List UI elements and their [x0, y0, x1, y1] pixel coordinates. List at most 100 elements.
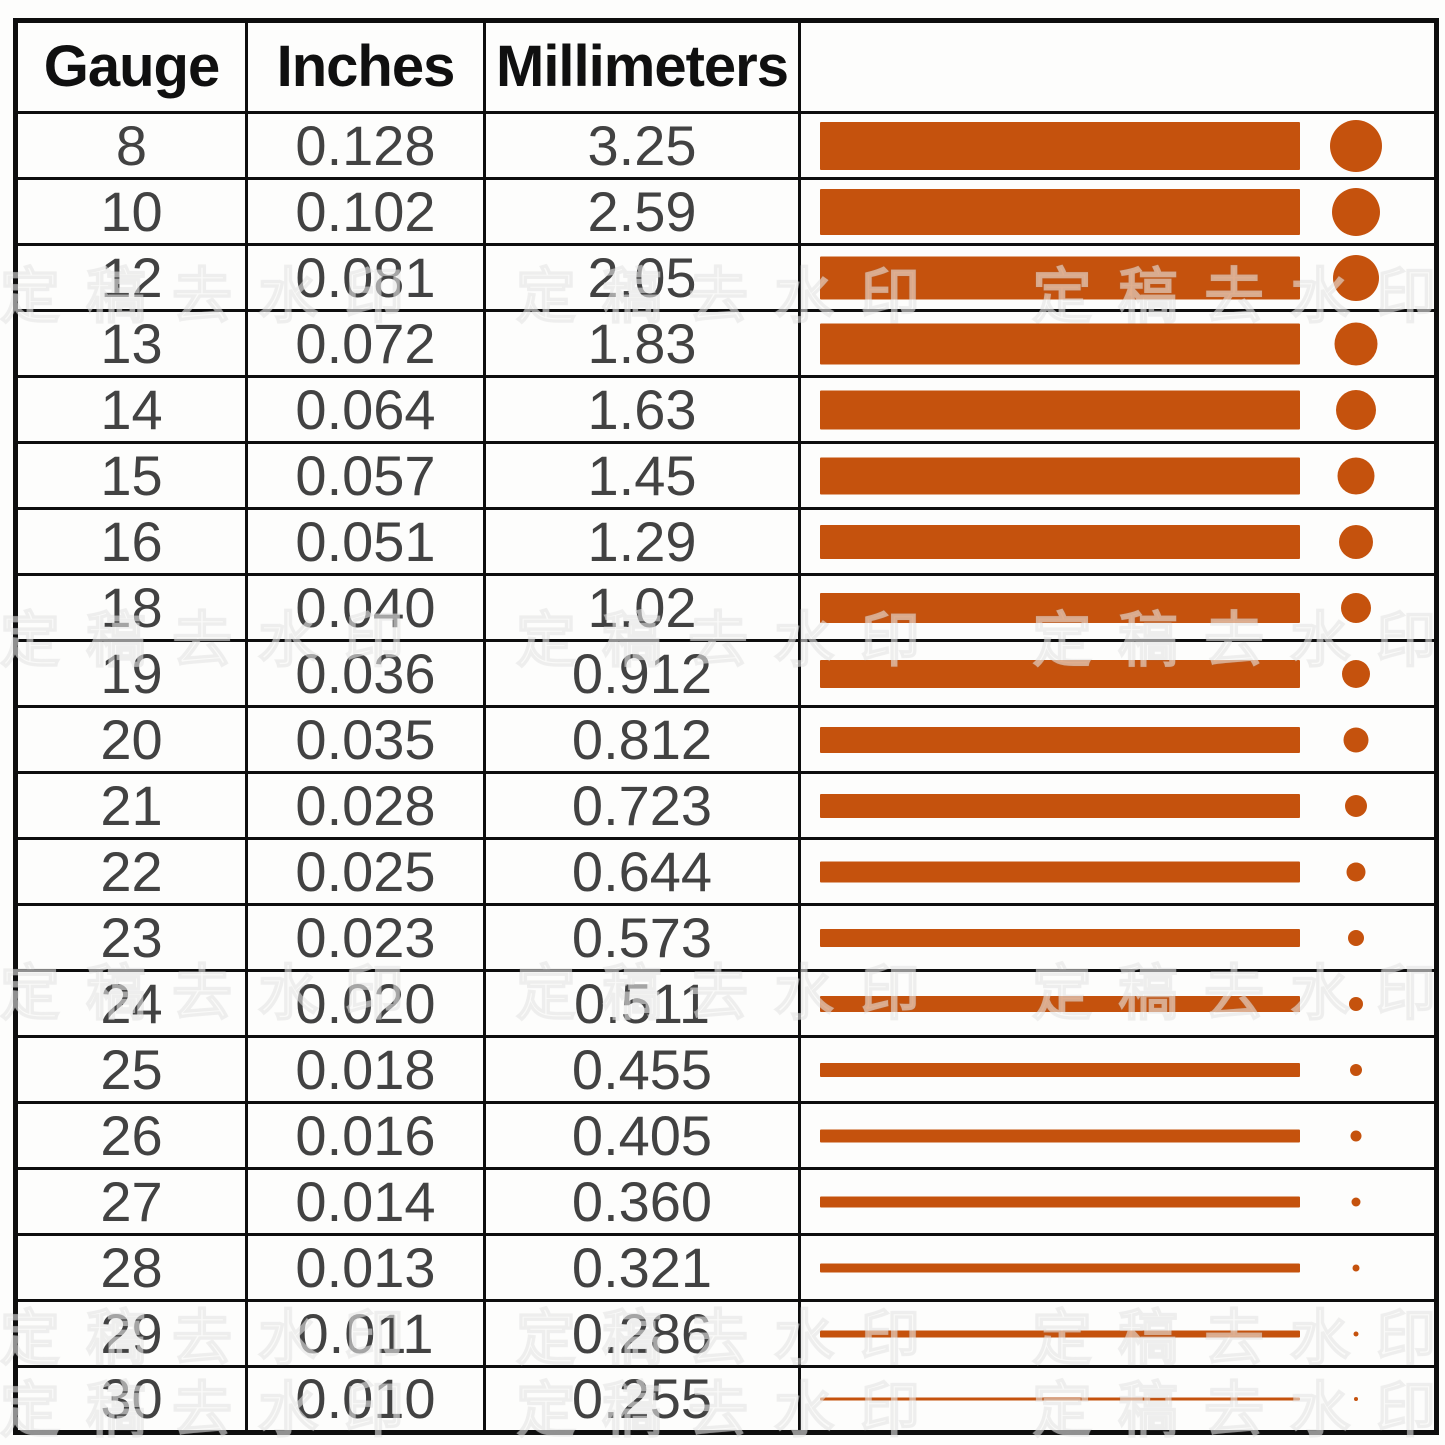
- wire-diameter-dot: [1352, 1264, 1360, 1271]
- wire-diameter-dot: [1350, 1063, 1362, 1076]
- table-row: 29 0.011 0.286: [14, 1299, 1438, 1368]
- gauge-conversion-table: Gauge Inches Millimeters 8 0.128 3.25 10 0.1…: [13, 18, 1439, 1435]
- wire-diameter-dot: [1334, 322, 1378, 365]
- inches-cell: 0.028: [245, 771, 486, 840]
- header-row: Gauge Inches Millimeters: [14, 19, 1438, 114]
- wire-thickness-bar: [820, 592, 1300, 623]
- size-visual-cell: [798, 1167, 1438, 1236]
- wire-diameter-dot: [1342, 659, 1370, 688]
- size-visual-cell: [798, 375, 1438, 444]
- millimeters-cell: 0.455: [483, 1035, 801, 1104]
- millimeters-cell: 1.45: [483, 441, 801, 510]
- table-row: 10 0.102 2.59: [14, 177, 1438, 246]
- inches-cell: 0.010: [245, 1365, 486, 1434]
- millimeters-cell: 0.723: [483, 771, 801, 840]
- inches-cell: 0.014: [245, 1167, 486, 1236]
- table-row: 19 0.036 0.912: [14, 639, 1438, 708]
- wire-diameter-dot: [1336, 389, 1376, 430]
- table-row: 22 0.025 0.644: [14, 837, 1438, 906]
- size-visual-cell: [798, 1299, 1438, 1368]
- wire-diameter-dot: [1349, 996, 1363, 1011]
- gauge-cell: 23: [14, 903, 248, 972]
- millimeters-cell: 0.511: [483, 969, 801, 1038]
- millimeters-cell: 2.05: [483, 243, 801, 312]
- gauge-cell: 13: [14, 309, 248, 378]
- millimeters-cell: 1.29: [483, 507, 801, 576]
- wire-thickness-bar: [820, 323, 1300, 364]
- size-visual-cell: [798, 309, 1438, 378]
- inches-cell: 0.064: [245, 375, 486, 444]
- wire-thickness-bar: [820, 121, 1300, 170]
- size-visual-cell: [798, 1365, 1438, 1434]
- gauge-cell: 26: [14, 1101, 248, 1170]
- wire-diameter-dot: [1353, 1331, 1359, 1336]
- size-visual-cell: [798, 573, 1438, 642]
- gauge-cell: 30: [14, 1365, 248, 1434]
- inches-cell: 0.128: [245, 111, 486, 180]
- gauge-cell: 25: [14, 1035, 248, 1104]
- wire-diameter-dot: [1332, 187, 1380, 236]
- wire-thickness-bar: [820, 188, 1300, 235]
- millimeters-cell: 0.321: [483, 1233, 801, 1302]
- table-row: 24 0.020 0.511: [14, 969, 1438, 1038]
- wire-thickness-bar: [820, 524, 1300, 559]
- inches-cell: 0.018: [245, 1035, 486, 1104]
- wire-diameter-dot: [1345, 794, 1367, 817]
- inches-cell: 0.040: [245, 573, 486, 642]
- millimeters-cell: 0.255: [483, 1365, 801, 1434]
- millimeters-cell: 0.573: [483, 903, 801, 972]
- gauge-cell: 24: [14, 969, 248, 1038]
- size-visual-cell: [798, 177, 1438, 246]
- gauge-cell: 19: [14, 639, 248, 708]
- wire-thickness-bar: [820, 726, 1300, 753]
- size-visual-cell: [798, 507, 1438, 576]
- table-row: 13 0.072 1.83: [14, 309, 1438, 378]
- inches-cell: 0.057: [245, 441, 486, 510]
- table-row: 28 0.013 0.321: [14, 1233, 1438, 1302]
- gauge-cell: 22: [14, 837, 248, 906]
- wire-thickness-bar: [820, 1129, 1300, 1142]
- inches-column-header: Inches: [245, 19, 486, 114]
- size-visual-cell: [798, 639, 1438, 708]
- inches-cell: 0.051: [245, 507, 486, 576]
- size-visual-cell: [798, 705, 1438, 774]
- table-row: 8 0.128 3.25: [14, 111, 1438, 180]
- table-row: 21 0.028 0.723: [14, 771, 1438, 840]
- gauge-cell: 29: [14, 1299, 248, 1368]
- size-visual-cell: [798, 1035, 1438, 1104]
- inches-cell: 0.011: [245, 1299, 486, 1368]
- millimeters-cell: 0.812: [483, 705, 801, 774]
- inches-cell: 0.013: [245, 1233, 486, 1302]
- table-row: 15 0.057 1.45: [14, 441, 1438, 510]
- wire-diameter-dot: [1343, 727, 1369, 752]
- size-visual-cell: [798, 1101, 1438, 1170]
- inches-cell: 0.072: [245, 309, 486, 378]
- visual-column-header: [798, 19, 1438, 114]
- millimeters-cell: 0.360: [483, 1167, 801, 1236]
- wire-diameter-dot: [1348, 929, 1364, 946]
- inches-cell: 0.025: [245, 837, 486, 906]
- gauge-column-header: Gauge: [14, 19, 248, 114]
- size-visual-cell: [798, 243, 1438, 312]
- gauge-cell: 20: [14, 705, 248, 774]
- wire-diameter-dot: [1337, 457, 1375, 494]
- millimeters-column-header: Millimeters: [483, 19, 801, 114]
- size-visual-cell: [798, 837, 1438, 906]
- wire-thickness-bar: [820, 256, 1300, 299]
- gauge-cell: 10: [14, 177, 248, 246]
- millimeters-cell: 2.59: [483, 177, 801, 246]
- millimeters-cell: 1.83: [483, 309, 801, 378]
- table-row: 30 0.010 0.255: [14, 1365, 1438, 1434]
- inches-cell: 0.036: [245, 639, 486, 708]
- wire-diameter-dot: [1341, 592, 1371, 623]
- gauge-cell: 21: [14, 771, 248, 840]
- table-row: 18 0.040 1.02: [14, 573, 1438, 642]
- wire-thickness-bar: [820, 390, 1300, 429]
- wire-thickness-bar: [820, 1330, 1300, 1337]
- millimeters-cell: 0.644: [483, 837, 801, 906]
- wire-diameter-dot: [1350, 1130, 1362, 1141]
- millimeters-cell: 0.405: [483, 1101, 801, 1170]
- gauge-cell: 14: [14, 375, 248, 444]
- wire-thickness-bar: [820, 793, 1300, 818]
